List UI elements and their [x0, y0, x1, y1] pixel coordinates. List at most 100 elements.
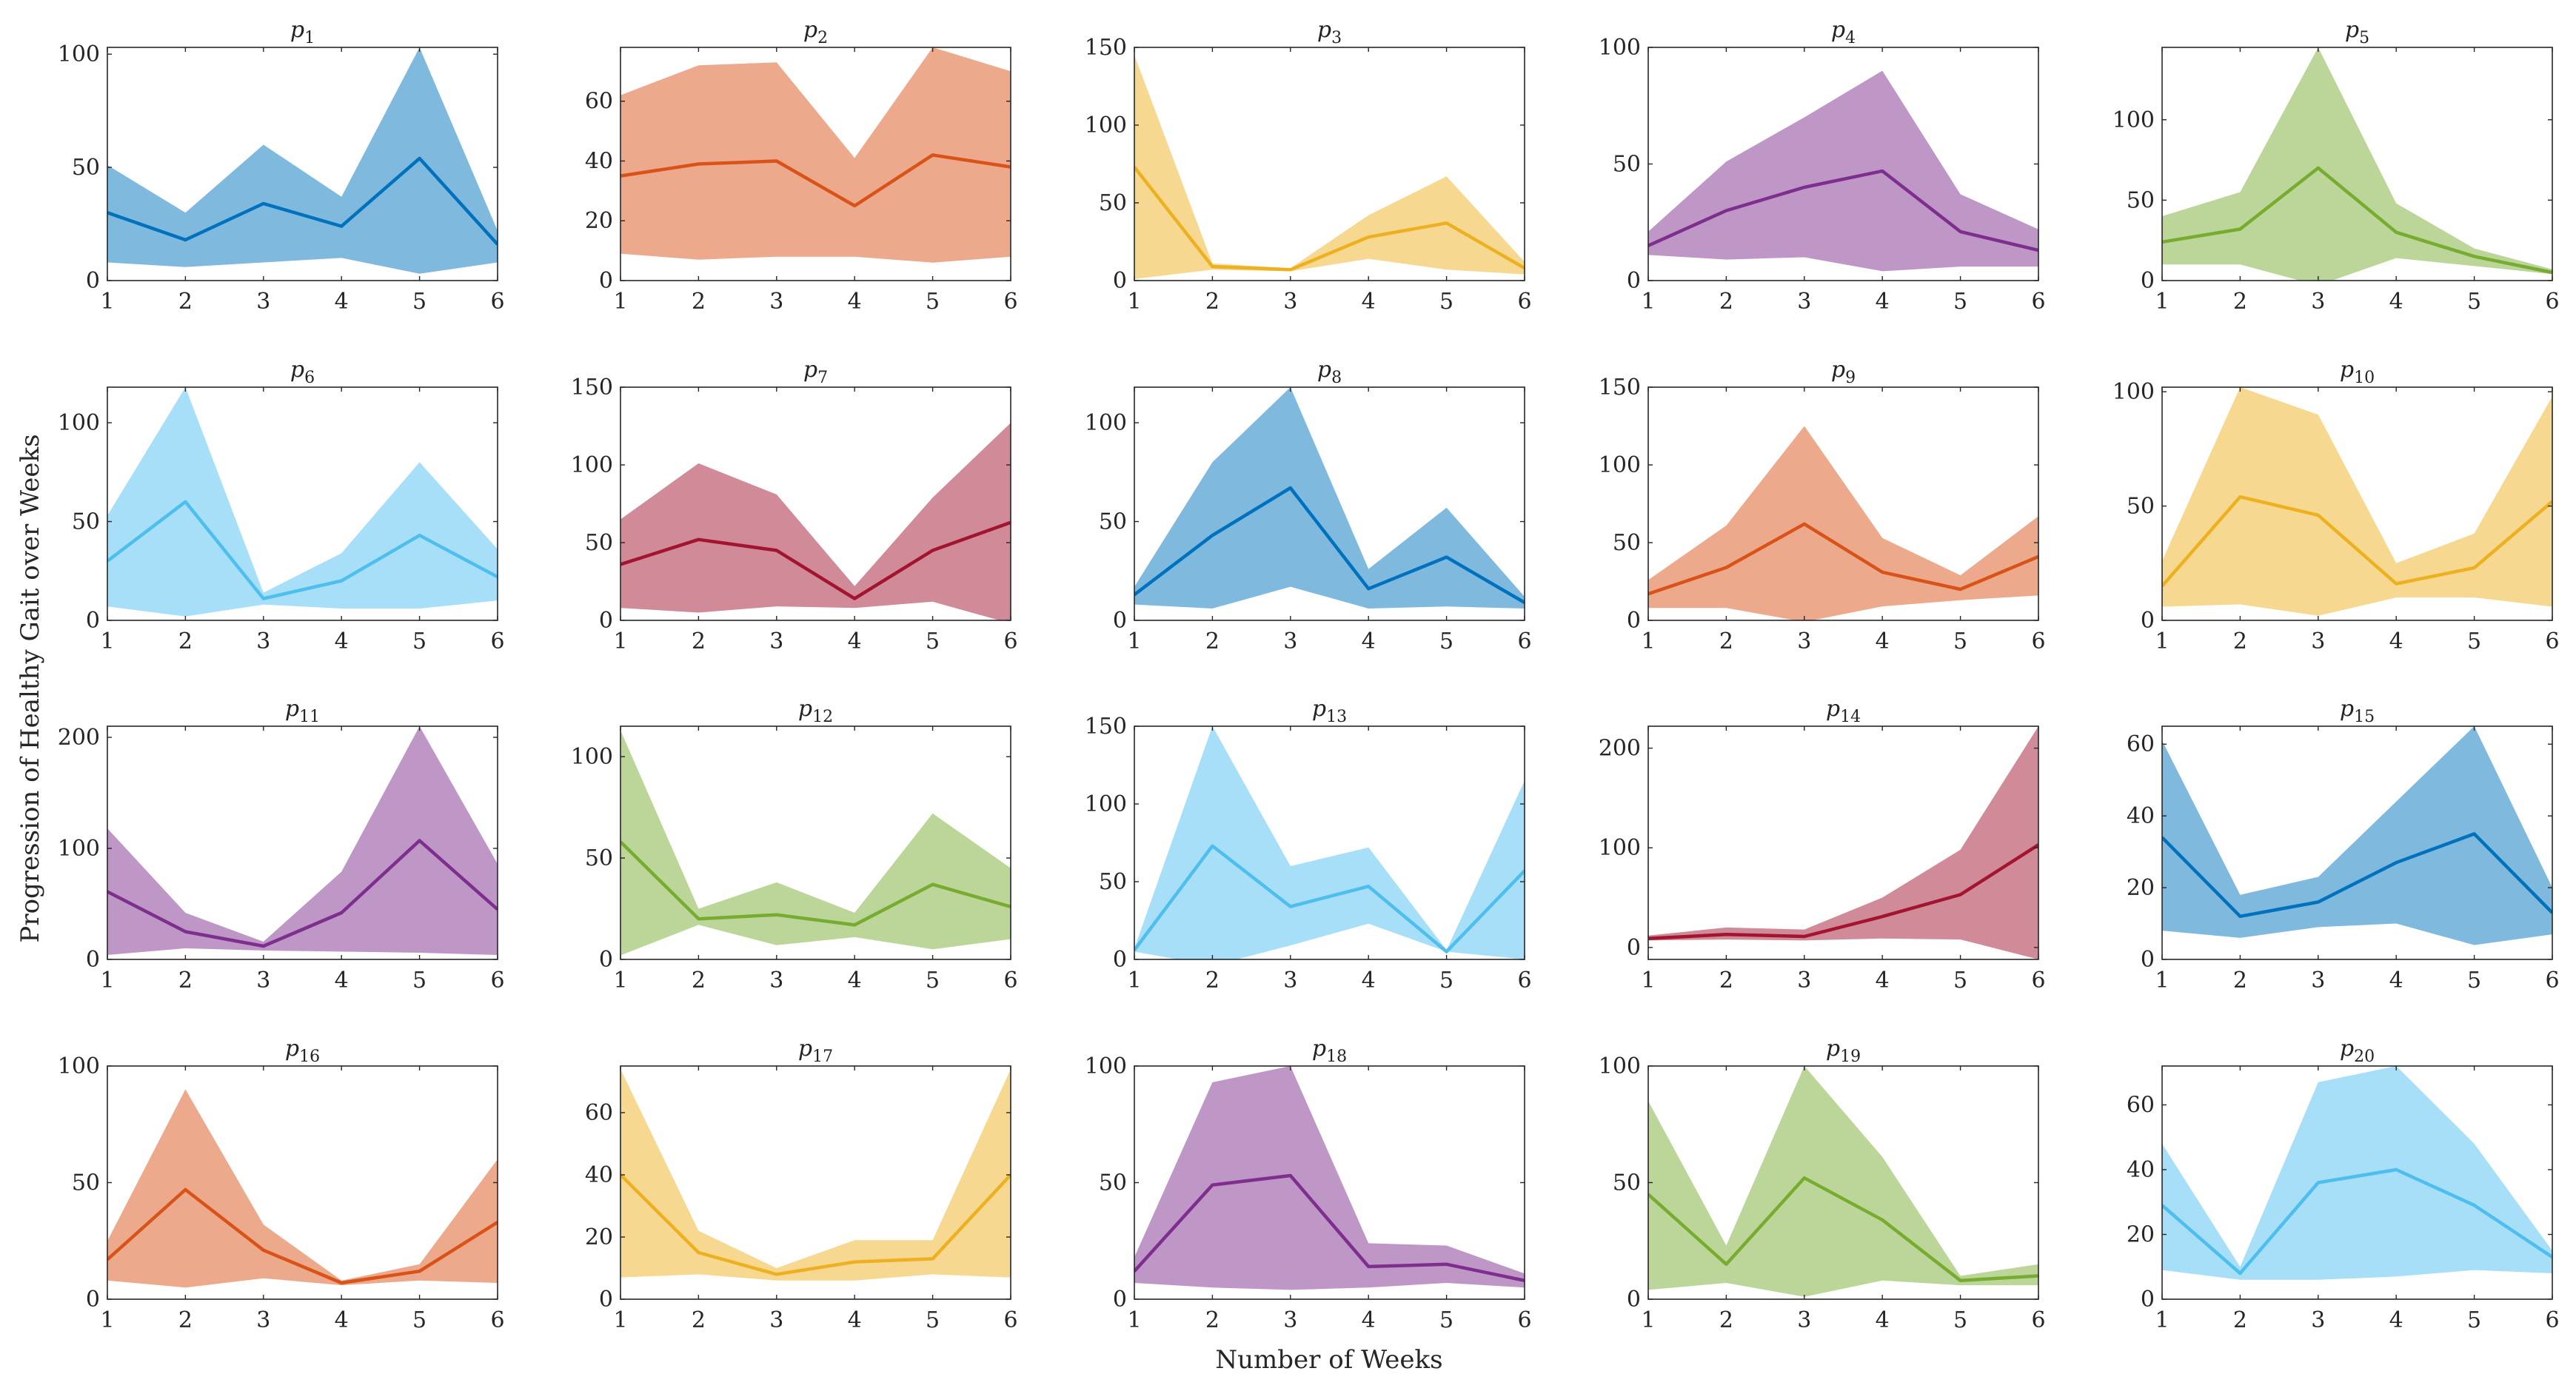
panel-p9-xtick-label: 3	[1797, 629, 1811, 654]
panel-p8-title: p8	[1317, 357, 1342, 387]
panel-p20-xtick-label: 3	[2311, 1307, 2325, 1333]
panel-p9-axes-box	[1647, 386, 2039, 621]
panel-p16-ytick-label: 100	[58, 1053, 100, 1079]
panel-p14-title: p14	[1826, 696, 1861, 726]
panel-p3-xtick-label: 5	[1439, 289, 1453, 315]
panel-p6-xtick-label: 2	[178, 629, 193, 654]
panel-p20-xtick-label: 5	[2467, 1307, 2481, 1333]
panel-p17-ytick-label: 40	[585, 1162, 613, 1188]
panel-p19-xtick-label: 2	[1719, 1307, 1733, 1333]
panel-p12-xtick-label: 6	[1003, 968, 1017, 993]
panel-p13-xtick-label: 1	[1127, 968, 1141, 993]
panel-p8-ytick-label: 100	[1085, 410, 1127, 436]
panel-p10-xtick-label: 4	[2389, 629, 2403, 654]
panel-p4-xtick-label: 6	[2031, 289, 2045, 315]
panel-p18-xtick-label: 3	[1283, 1307, 1297, 1333]
panel-p20-title: p20	[2340, 1036, 2375, 1066]
panel-p2-ytick-label: 40	[585, 148, 613, 174]
panel-p13-ytick-label: 0	[1113, 947, 1127, 973]
panel-p1-mean-line	[107, 156, 498, 246]
panel-p2-title: p2	[803, 17, 828, 47]
panel-p18-xtick-label: 1	[1127, 1307, 1141, 1333]
panel-p2-ytick-label: 60	[585, 89, 613, 115]
panel-p9-ytick-label: 100	[1599, 452, 1641, 478]
panel-p16-xtick-label: 5	[412, 1307, 426, 1333]
panel-p10: 1 2 3 4 5 6 0 50 100 p10	[2112, 357, 2560, 654]
panel-p14: 1 2 3 4 5 6 0 100 200 p14	[1599, 696, 2046, 993]
panel-p20-xtick-label: 6	[2545, 1307, 2559, 1333]
panel-p10-xtick-label: 5	[2467, 629, 2481, 654]
panel-p3: 1 2 3 4 5 6 0 50 100 150 p3	[1085, 17, 1532, 315]
panel-p4-ytick-label: 50	[1613, 152, 1641, 178]
panel-p13-ytick-label: 150	[1085, 714, 1127, 740]
panel-p18-title: p18	[1312, 1036, 1347, 1066]
panel-p8-xtick-label: 5	[1439, 629, 1453, 654]
panel-p18-xtick-label: 4	[1362, 1307, 1376, 1333]
panel-p6-xtick-label: 5	[412, 629, 426, 654]
panel-p3-xtick-label: 4	[1362, 289, 1376, 315]
panel-p3-xtick-label: 6	[1517, 289, 1531, 315]
panel-p12-mean-line	[620, 840, 1011, 927]
panel-p4-mean-line	[1648, 169, 2038, 252]
panel-p2-axes-box	[620, 47, 1011, 281]
panel-p13-xtick-label: 5	[1439, 968, 1453, 993]
panel-p4-range-band	[1648, 70, 2038, 272]
panel-p13-ytick-label: 50	[1099, 869, 1127, 895]
panel-p13-range-band	[1134, 726, 1525, 959]
panel-p19: 1 2 3 4 5 6 0 50 100 p19	[1599, 1036, 2046, 1333]
panel-p8-xtick-label: 3	[1283, 629, 1297, 654]
panel-p19-ytick-label: 50	[1613, 1170, 1641, 1196]
panel-p13-ytick-label: 100	[1085, 791, 1127, 817]
panel-p14-xtick-label: 3	[1797, 968, 1811, 993]
y-axis-label: Progression of Healthy Gait over Weeks	[16, 434, 45, 942]
panel-p12-xtick-label: 5	[926, 968, 940, 993]
panel-p6-ytick-label: 100	[58, 410, 100, 436]
panel-p18-mean-line	[1134, 1173, 1525, 1283]
panel-p7-xtick-label: 5	[926, 629, 940, 654]
panel-p17-title: p17	[798, 1036, 833, 1066]
panel-p12-xtick-label: 4	[848, 968, 862, 993]
panel-p3-ytick-label: 50	[1099, 190, 1127, 216]
panel-p7-title: p7	[803, 357, 828, 387]
panel-p17-xtick-label: 4	[848, 1307, 862, 1333]
panel-p11-xtick-label: 5	[412, 968, 426, 993]
panel-p7-xtick-label: 6	[1003, 629, 1017, 654]
panel-p11-ytick-label: 100	[58, 836, 100, 862]
panel-p2-mean-line	[620, 153, 1011, 208]
panel-p2-ytick-label: 20	[585, 208, 613, 234]
panel-p13-xtick-label: 6	[1517, 968, 1531, 993]
panel-p18-xtick-label: 6	[1517, 1307, 1531, 1333]
panel-p15-ytick-label: 40	[2127, 803, 2155, 829]
panel-p8-xtick-label: 1	[1127, 629, 1141, 654]
panel-p17-range-band	[620, 1069, 1011, 1281]
panel-p9-mean-line	[1648, 522, 2038, 596]
panel-p15-ytick-label: 0	[2141, 947, 2155, 973]
panel-p2-xtick-label: 1	[613, 289, 627, 315]
panel-p14-ytick-label: 100	[1599, 835, 1641, 861]
panel-p16-mean-line	[107, 1187, 498, 1285]
panel-p10-mean-line	[2162, 495, 2552, 588]
panel-p14-xtick-label: 4	[1876, 968, 1890, 993]
panel-p13-xtick-label: 3	[1283, 968, 1297, 993]
panel-p9-xtick-label: 5	[1953, 629, 1967, 654]
panel-p6-xtick-label: 4	[335, 629, 349, 654]
panel-p12-xtick-label: 1	[613, 968, 627, 993]
panel-p18-range-band	[1134, 1066, 1525, 1290]
panel-p5-xtick-label: 4	[2389, 289, 2403, 315]
panel-p3-xtick-label: 1	[1127, 289, 1141, 315]
panel-p7-axes-box	[620, 386, 1011, 621]
panel-p5-range-band	[2162, 47, 2552, 281]
panel-p12-axes-box	[620, 725, 1011, 960]
panel-p5-ytick-label: 50	[2127, 187, 2155, 213]
panel-p9-ytick-label: 0	[1627, 608, 1641, 634]
panel-p19-title: p19	[1826, 1036, 1861, 1066]
panel-p2-xtick-label: 4	[848, 289, 862, 315]
panel-p13-axes-box	[1134, 725, 1525, 960]
panel-p20-axes-box	[2161, 1065, 2553, 1300]
panel-p1-title: p1	[290, 17, 315, 47]
panel-p14-xtick-label: 1	[1641, 968, 1655, 993]
panel-p11-axes-box	[107, 725, 498, 960]
